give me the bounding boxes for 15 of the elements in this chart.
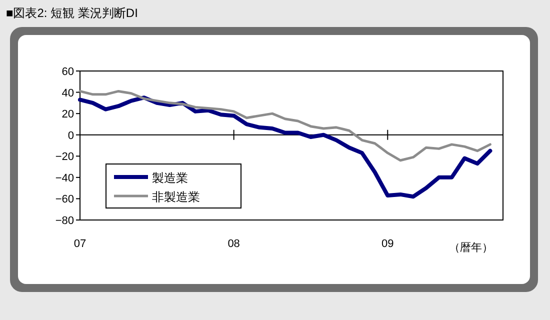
chart-title: ■図表2: 短観 業況判断DI [6, 6, 138, 20]
y-tick-label: 60 [62, 66, 74, 78]
x-tick-label: 08 [228, 238, 240, 250]
legend-label: 製造業 [152, 171, 188, 185]
x-tick-label: 09 [382, 238, 394, 250]
y-tick-label: −40 [55, 172, 74, 184]
x-tick-label: 07 [74, 238, 86, 250]
x-axis-title: （暦年） [449, 242, 493, 254]
y-tick-label: −20 [55, 151, 74, 164]
y-tick-label: −80 [55, 215, 74, 227]
y-tick-label: 20 [62, 108, 74, 121]
y-tick-label: −60 [55, 194, 74, 206]
y-tick-label: 0 [68, 130, 74, 142]
legend-label: 非製造業 [152, 190, 200, 204]
y-tick-label: 40 [62, 87, 74, 100]
